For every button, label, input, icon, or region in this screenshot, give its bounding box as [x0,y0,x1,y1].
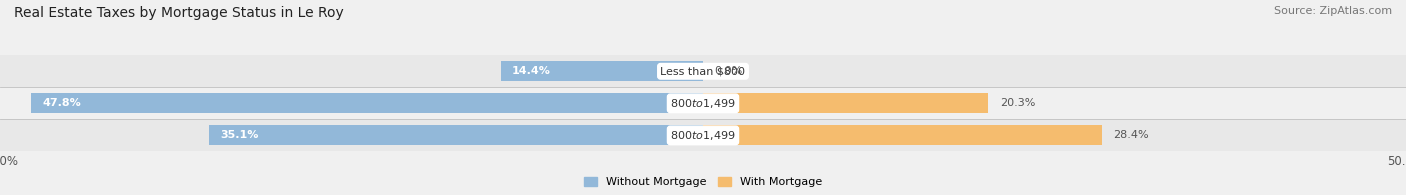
Bar [0,55,1406,87]
Text: Source: ZipAtlas.com: Source: ZipAtlas.com [1274,6,1392,16]
Bar [501,61,703,81]
Text: 20.3%: 20.3% [1000,98,1035,108]
Text: 35.1%: 35.1% [221,130,259,140]
Text: $800 to $1,499: $800 to $1,499 [671,97,735,110]
Text: 0.0%: 0.0% [714,66,742,76]
Text: Less than $800: Less than $800 [661,66,745,76]
Text: 47.8%: 47.8% [42,98,82,108]
Text: 28.4%: 28.4% [1114,130,1149,140]
Text: $800 to $1,499: $800 to $1,499 [671,129,735,142]
Text: Real Estate Taxes by Mortgage Status in Le Roy: Real Estate Taxes by Mortgage Status in … [14,6,344,20]
Bar [31,93,703,113]
Bar [703,125,1102,145]
Bar [0,119,1406,152]
Bar [0,87,1406,119]
Text: 14.4%: 14.4% [512,66,551,76]
Bar [209,125,703,145]
Legend: Without Mortgage, With Mortgage: Without Mortgage, With Mortgage [583,177,823,188]
Bar [703,93,988,113]
